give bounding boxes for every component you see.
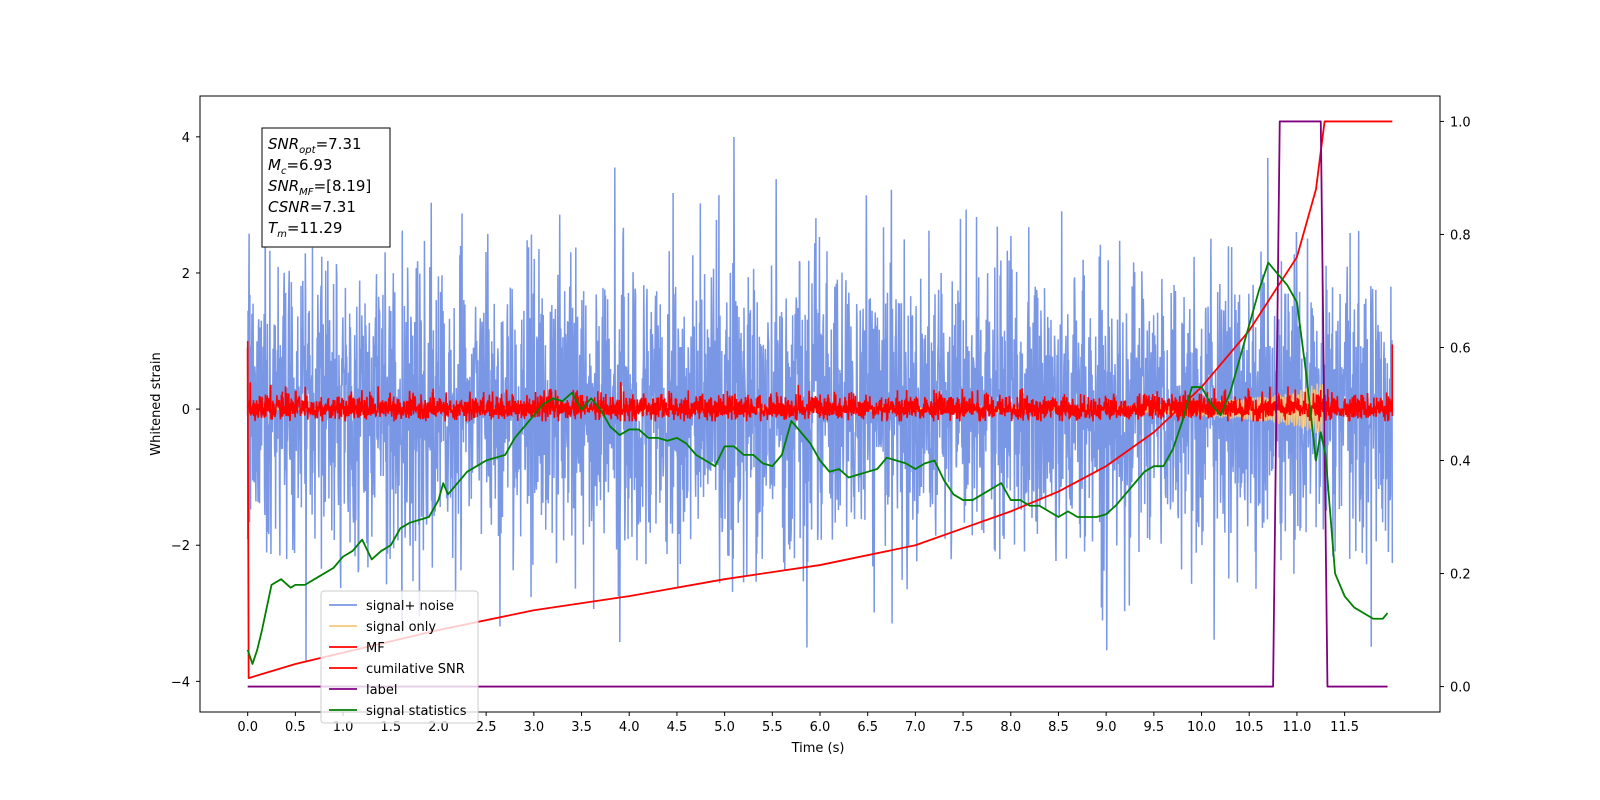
legend-label: signal statistics [366,704,467,719]
signal-statistics-series [246,261,1389,665]
signal-noise-series [246,136,1394,661]
legend-label: cumilative SNR [366,662,465,677]
annotation-line: Tm=11.29 [268,219,342,240]
y-axis-left: −4 −2 0 2 4 [171,131,200,690]
y-tick-label: −2 [171,539,190,554]
y2-tick-label: 0.2 [1450,568,1471,583]
x-tick-label: 4.0 [619,720,640,735]
y-axis-right: 0.0 0.2 0.4 0.6 0.8 1.0 [1440,115,1471,696]
annotation-line: SNRMF=[8.19] [268,177,371,198]
y2-tick-label: 0.8 [1450,228,1471,243]
mf-series [246,382,1394,422]
x-tick-label: 8.5 [1048,720,1069,735]
y-tick-label: −4 [171,675,190,690]
x-tick-label: 0.0 [237,720,258,735]
x-tick-label: 3.5 [571,720,592,735]
x-tick-label: 3.0 [524,720,545,735]
x-tick-label: 8.0 [1000,720,1021,735]
x-tick-label: 5.5 [762,720,783,735]
legend-label: label [366,683,397,698]
legend-label: signal only [366,620,436,635]
x-tick-label: 11.0 [1282,720,1311,735]
x-tick-label: 10.0 [1187,720,1216,735]
y-tick-label: 0 [182,403,190,418]
x-tick-label: 5.0 [714,720,735,735]
annotation-line: Mc=6.93 [268,156,332,177]
x-tick-label: 2.5 [476,720,497,735]
x-tick-label: 1.0 [333,720,354,735]
legend-label: signal+ noise [366,599,454,614]
x-tick-label: 11.5 [1330,720,1359,735]
annotation-frame [261,127,391,248]
x-tick-label: 9.0 [1096,720,1117,735]
legend-frame [320,590,479,724]
x-tick-label: 7.5 [953,720,974,735]
y2-tick-label: 0.4 [1450,455,1471,470]
y-tick-label: 2 [182,267,190,282]
x-tick-label: 7.0 [905,720,926,735]
legend: signal+ noise signal only MF cumilative SNR… [320,590,479,724]
annotation-line: CSNR=7.31 [268,198,356,216]
x-axis: 0.0 0.5 1.0 1.5 2.0 2.5 3.0 3.5 4.0 4.5 5.0 5.5 6.0 6… [237,712,1359,735]
annotation-line: SNRopt=7.31 [268,135,362,156]
y2-tick-label: 0.0 [1450,681,1471,696]
x-axis-label: Time (s) [791,741,845,756]
x-tick-label: 1.5 [380,720,401,735]
x-tick-label: 6.5 [857,720,878,735]
legend-label: MF [366,641,385,656]
y-axis-label: Whitened strain [149,352,164,455]
x-tick-label: 6.0 [810,720,831,735]
y-tick-label: 4 [182,131,190,146]
x-tick-label: 10.5 [1235,720,1264,735]
x-tick-label: 2.0 [428,720,449,735]
y2-tick-label: 1.0 [1450,115,1471,130]
y2-tick-label: 0.6 [1450,341,1471,356]
x-tick-label: 4.5 [667,720,688,735]
x-tick-label: 9.5 [1144,720,1165,735]
x-tick-label: 0.5 [285,720,306,735]
label-series [247,120,1388,688]
